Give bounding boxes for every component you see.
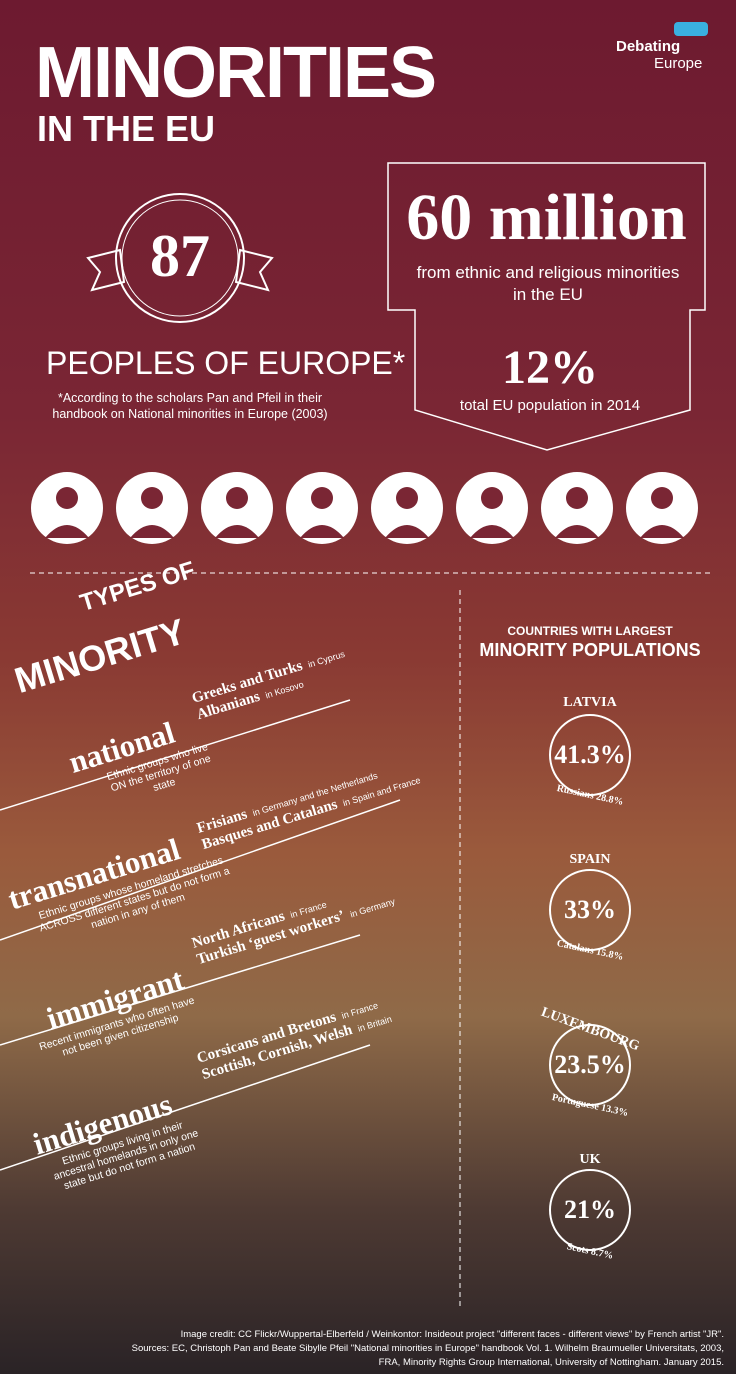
country-name: SPAIN xyxy=(569,852,611,867)
population-share-caption: total EU population in 2014 xyxy=(459,397,641,414)
logo: Europe xyxy=(654,55,703,72)
credit-line: FRA, Minority Rights Group International… xyxy=(378,1357,724,1368)
country-name: LATVIA xyxy=(563,695,617,710)
population-share: 12% xyxy=(502,341,598,394)
population-headline: 60 million xyxy=(406,181,687,254)
logo: Debating xyxy=(616,38,681,55)
country-share: 33% xyxy=(564,895,616,924)
subtitle: IN THE EU xyxy=(37,108,216,149)
credit-line: Image credit: CC Flickr/Wuppertal-Elberf… xyxy=(180,1329,724,1340)
country-share: 21% xyxy=(564,1195,616,1224)
peoples-label: PEOPLES OF EUROPE* xyxy=(46,345,406,381)
countries-title: COUNTRIES WITH LARGEST xyxy=(507,624,673,638)
peoples-number: 87 xyxy=(150,223,210,289)
population-caption: from ethnic and religious minorities in … xyxy=(416,263,680,304)
footnote: *According to the scholars Pan and Pfeil… xyxy=(52,391,328,421)
title: MINORITIES xyxy=(35,33,437,113)
credits: Image credit: CC Flickr/Wuppertal-Elberf… xyxy=(132,1328,724,1370)
country-share: 41.3% xyxy=(554,740,626,769)
countries-title: MINORITY POPULATIONS xyxy=(479,640,701,660)
country-name: UK xyxy=(579,1152,601,1167)
credit-line: Sources: EC, Christoph Pan and Beate Sib… xyxy=(131,1343,724,1354)
country-share: 23.5% xyxy=(554,1050,626,1079)
